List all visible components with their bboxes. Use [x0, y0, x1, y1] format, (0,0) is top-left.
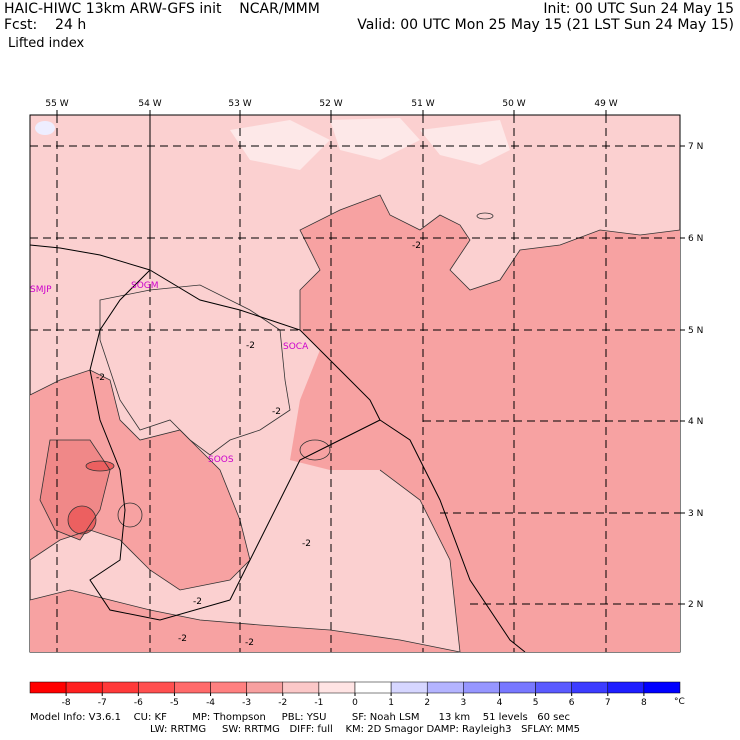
- contour-label: -2: [193, 597, 202, 607]
- colorbar-swatch: [318, 681, 356, 694]
- colorbar-swatch: [354, 681, 392, 694]
- header-fcst: Fcst: 24 h: [4, 17, 87, 33]
- colorbar-swatch: [535, 681, 572, 694]
- colorbar-swatch: [426, 681, 464, 694]
- colorbar-tick-label: -8: [62, 698, 71, 708]
- lifted-index-region-light-2: [330, 118, 420, 160]
- lon-label: 49 W: [594, 99, 617, 109]
- colorbar-tick-label: -5: [170, 698, 179, 708]
- station-label-soos: SOOS: [208, 455, 234, 465]
- lifted-index-region-light-4: [35, 121, 55, 135]
- colorbar-tick-label: 7: [605, 698, 611, 708]
- contour-label: -2: [302, 539, 311, 549]
- lat-label: 6 N: [688, 234, 703, 244]
- coastlines-borders: [29, 115, 526, 653]
- border-amapa: [379, 419, 526, 653]
- colorbar-swatch: [499, 681, 536, 694]
- coastline: [149, 115, 381, 421]
- station-label-soca: SOCA: [283, 342, 309, 352]
- contour-labels: -2 -2 -2 -2 -2 -2 -2 -2: [96, 241, 421, 648]
- border-suriname-french-guiana: [89, 269, 231, 621]
- colorbar-tick-label: 3: [460, 698, 466, 708]
- colorbar-swatch: [607, 681, 645, 694]
- colorbar-tick-label: 2: [424, 698, 430, 708]
- colorbar-swatch: [65, 681, 103, 694]
- colorbar-tick-label: -7: [98, 698, 107, 708]
- colorbar-swatch: [138, 681, 175, 694]
- lon-label: 54 W: [138, 99, 161, 109]
- lat-label: 2 N: [688, 600, 703, 610]
- colorbar-tick-label: -6: [134, 698, 143, 708]
- lifted-index-region-interior: [100, 285, 290, 455]
- colorbar-swatch: [210, 681, 247, 694]
- station-label-sogm: SOGM: [131, 281, 159, 291]
- colorbar-tick-label: 0: [352, 698, 358, 708]
- lifted-index-region-light-3: [420, 120, 510, 165]
- colorbar-swatch: [101, 681, 139, 694]
- lat-label: 7 N: [688, 142, 703, 152]
- border-french-guiana-brazil: [229, 419, 381, 601]
- contour-label: -2: [178, 634, 187, 644]
- map-panel: [29, 114, 681, 653]
- colorbar-tick-label: 4: [497, 698, 503, 708]
- lifted-index-region-sw: [30, 370, 250, 590]
- colorbar-tick-label: 1: [388, 698, 394, 708]
- colorbar-swatch: [174, 681, 211, 694]
- colorbar-tick-label: 6: [569, 698, 575, 708]
- contours: [29, 194, 681, 653]
- contour-label: -2: [96, 373, 105, 383]
- colorbar-unit: °C: [674, 697, 685, 707]
- colorbar-swatch: [463, 681, 500, 694]
- colorbar-tick-label: 8: [641, 698, 647, 708]
- lifted-index-low-3: [86, 461, 114, 471]
- colorbar-swatch: [29, 681, 67, 694]
- colorbar-swatch: [282, 681, 320, 694]
- field-name: Lifted index: [8, 36, 85, 51]
- colorbar-swatch: [246, 681, 284, 694]
- station-labels: SMJP SOGM SOCA SOOS: [30, 281, 309, 465]
- lat-label: 4 N: [688, 417, 703, 427]
- contour-label: -2: [272, 407, 281, 417]
- lat-label: 3 N: [688, 509, 703, 519]
- colorbar: [29, 681, 681, 696]
- lon-label: 55 W: [45, 99, 68, 109]
- contour-label: -2: [412, 241, 421, 251]
- lon-label: 51 W: [411, 99, 434, 109]
- footer-model-info: Model Info: V3.6.1 CU: KF MP: Thompson P…: [30, 712, 570, 723]
- colorbar-swatch: [571, 681, 609, 694]
- lon-labels: 55 W 54 W 53 W 52 W 51 W 50 W 49 W: [45, 99, 617, 109]
- header-valid: Valid: 00 UTC Mon 25 May 15 (21 LST Sun …: [357, 17, 734, 33]
- colorbar-tick-label: 5: [533, 698, 539, 708]
- lifted-index-region-light-1: [230, 120, 330, 170]
- lon-label: 52 W: [319, 99, 342, 109]
- colorbar-swatch: [643, 681, 681, 694]
- lat-labels: 7 N 6 N 5 N 4 N 3 N 2 N: [688, 142, 703, 610]
- colorbar-tick-label: -2: [278, 698, 287, 708]
- colorbar-swatch: [390, 681, 428, 694]
- contour-label: -2: [245, 638, 254, 648]
- colorbar-tick-label: -3: [242, 698, 251, 708]
- lon-label: 50 W: [502, 99, 525, 109]
- colorbar-labels: -8 -7 -6 -5 -4 -3 -2 -1 0 1 2 3 4 5 6 7 8: [62, 698, 647, 708]
- grid-lines: [30, 115, 680, 652]
- lat-label: 5 N: [688, 326, 703, 336]
- station-label-smjp: SMJP: [30, 285, 52, 295]
- axis-ticks: [56, 110, 685, 605]
- border-suriname-guyana: [29, 244, 151, 271]
- lon-label: 53 W: [228, 99, 251, 109]
- header-init: Init: 00 UTC Sun 24 May 15: [543, 1, 734, 17]
- lifted-index-region-south: [30, 590, 460, 652]
- footer-physics-info: LW: RRTMG SW: RRTMG DIFF: full KM: 2D Sm…: [150, 724, 580, 735]
- colorbar-tick-label: -4: [206, 698, 215, 708]
- colorbar-tick-label: -1: [314, 698, 323, 708]
- header-title: HAIC-HIWC 13km ARW-GFS init NCAR/MMM: [4, 1, 320, 17]
- contour-label: -2: [246, 341, 255, 351]
- lifted-index-region-mid: [290, 195, 680, 652]
